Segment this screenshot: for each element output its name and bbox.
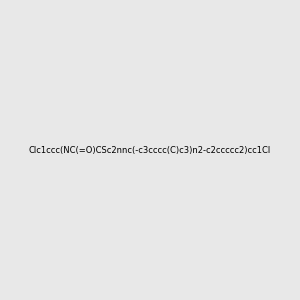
Text: Clc1ccc(NC(=O)CSc2nnc(-c3cccc(C)c3)n2-c2ccccc2)cc1Cl: Clc1ccc(NC(=O)CSc2nnc(-c3cccc(C)c3)n2-c2…	[29, 146, 271, 154]
